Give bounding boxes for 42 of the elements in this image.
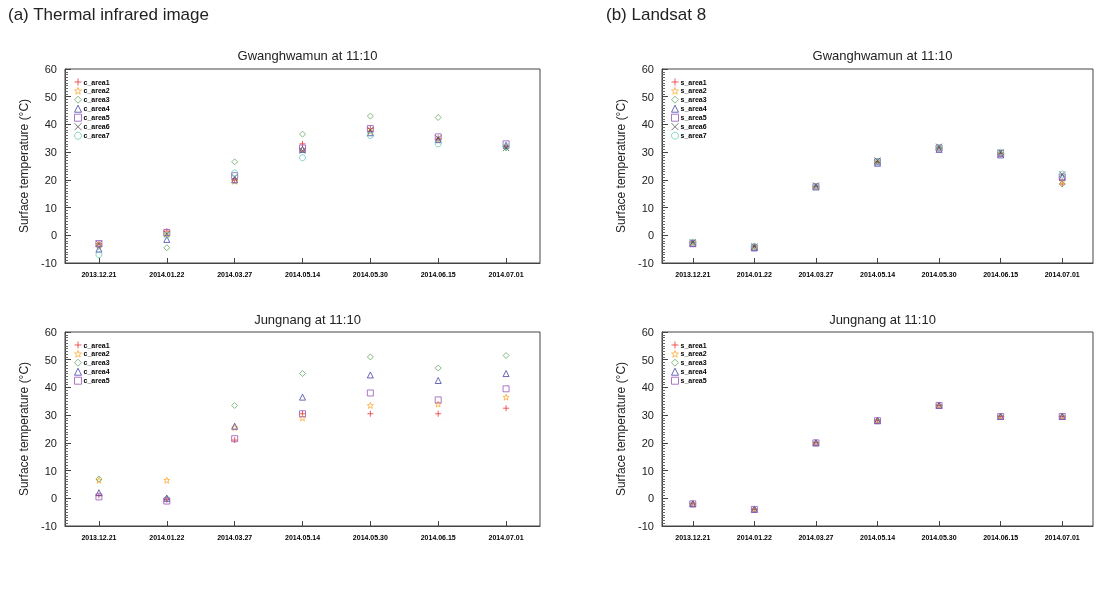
y-axis-title: Surface temperature (°C) <box>17 98 32 234</box>
y-tick-label: 50 <box>641 353 654 366</box>
y-tick-label: 30 <box>641 409 654 422</box>
y-tick-label: -10 <box>41 520 57 532</box>
text: (a) Thermal infrared image <box>8 5 209 24</box>
y-tick-label: 40 <box>44 381 57 394</box>
y-tick-label: 60 <box>641 63 654 75</box>
y-tick-label: 0 <box>647 492 654 505</box>
y-tick-label: -10 <box>638 520 654 532</box>
y-tick-label: 50 <box>44 353 57 366</box>
y-tick-label: 20 <box>44 173 57 186</box>
y-tick-label: 40 <box>44 118 57 131</box>
y-tick-label: 0 <box>50 229 57 242</box>
y-tick-label: 30 <box>44 146 57 159</box>
text: (b) Landsat 8 <box>606 5 707 24</box>
y-tick-label: 20 <box>641 173 654 186</box>
y-tick-label: 50 <box>641 90 654 103</box>
y-tick-label: 10 <box>44 464 57 477</box>
y-axis-title: Surface temperature (°C) <box>17 361 32 497</box>
y-tick-label: 30 <box>44 409 57 422</box>
y-tick-label: 20 <box>44 436 57 449</box>
chart-title: Jungnang at 11:10 <box>829 312 936 327</box>
y-tick-label: -10 <box>41 257 57 269</box>
chart-title: Gwanghwamun at 11:10 <box>237 48 378 63</box>
y-tick-label: 30 <box>641 146 654 159</box>
y-tick-label: 20 <box>641 436 654 449</box>
y-axis-title: Surface temperature (°C) <box>614 98 629 234</box>
y-tick-label: 10 <box>641 201 654 214</box>
chart-title: Jungnang at 11:10 <box>254 312 361 327</box>
y-tick-label: -10 <box>638 257 654 269</box>
y-tick-label: 0 <box>647 229 654 242</box>
y-tick-label: 10 <box>44 201 57 214</box>
y-tick-label: 60 <box>44 63 57 75</box>
y-axis-title: Surface temperature (°C) <box>614 361 629 497</box>
y-tick-label: 40 <box>641 118 654 131</box>
y-tick-label: 0 <box>50 492 57 505</box>
chart-title: Gwanghwamun at 11:10 <box>812 48 953 63</box>
y-tick-label: 40 <box>641 381 654 394</box>
y-tick-label: 10 <box>641 464 654 477</box>
y-tick-label: 50 <box>44 90 57 103</box>
y-tick-label: 60 <box>44 326 57 338</box>
y-tick-label: 60 <box>641 326 654 338</box>
